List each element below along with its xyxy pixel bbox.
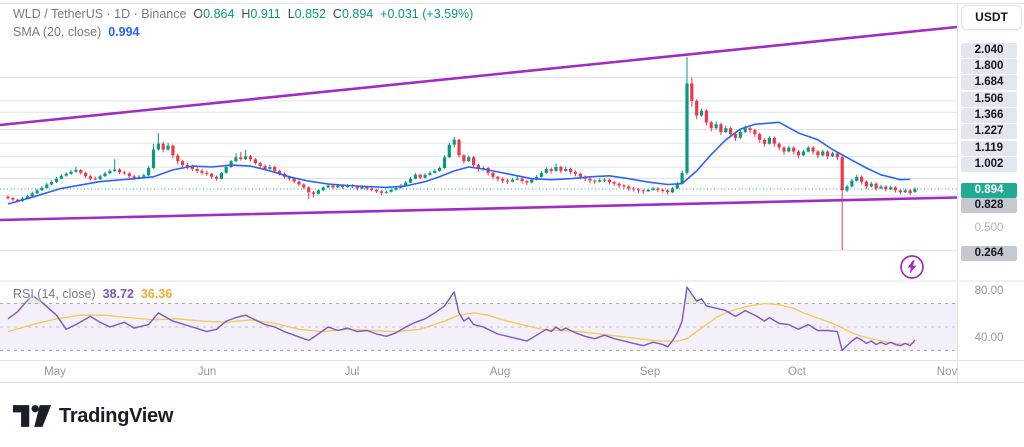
tradingview-attribution[interactable]: TradingView — [12, 399, 173, 433]
lightning-icon — [900, 255, 924, 279]
change-value: +0.031 (+3.59%) — [380, 7, 474, 21]
symbol-title: WLD / TetherUS · 1D · Binance — [13, 7, 187, 21]
open-label: O — [193, 7, 204, 21]
trendline-lower[interactable] — [0, 196, 958, 222]
chart-plot-area[interactable] — [0, 0, 1024, 383]
candlestick-series — [6, 57, 917, 251]
low-value: 0.852 — [294, 7, 326, 21]
sma-label: SMA (20, close) — [13, 25, 102, 39]
time-axis-label-jun: Jun — [197, 366, 217, 378]
price-axis-label: 1.506 — [961, 91, 1017, 107]
rsi-value: 38.72 — [102, 287, 134, 301]
sma-legend[interactable]: SMA (20, close) 0.994 — [13, 25, 139, 39]
close-value: 0.894 — [341, 7, 374, 21]
time-axis-label-may: May — [44, 366, 66, 378]
price-axis-label: 1.684 — [961, 75, 1017, 90]
sma-value: 0.994 — [108, 25, 140, 39]
rsi-line — [7, 286, 916, 352]
price-axis-label: 0.264 — [961, 245, 1017, 261]
open-value: 0.864 — [203, 7, 235, 21]
currency-toggle-button[interactable]: USDT — [961, 5, 1022, 30]
rsi-label: RSI (14, close) — [13, 287, 96, 301]
high-label: H — [241, 7, 251, 21]
price-axis-label: 1.800 — [961, 59, 1017, 74]
price-axis-label: 1.227 — [961, 124, 1017, 139]
price-axis-label: 1.366 — [961, 107, 1017, 123]
price-axis-label: 0.500 — [974, 221, 1004, 234]
rsi-legend[interactable]: RSI (14, close) 38.72 36.36 — [13, 287, 172, 301]
rsi-axis-label: 40.00 — [974, 332, 1004, 345]
rsi-ma-line — [7, 302, 915, 345]
tradingview-brand-text: TradingView — [59, 404, 174, 427]
high-value: 0.911 — [250, 7, 281, 21]
time-axis-label-sep: Sep — [639, 366, 661, 378]
trendline-upper[interactable] — [0, 25, 958, 127]
symbol-legend[interactable]: WLD / TetherUS · 1D · Binance O0.864 H0.… — [13, 7, 473, 21]
price-axis-label: 1.119 — [961, 140, 1017, 156]
low-label: L — [287, 7, 295, 21]
current-price-axis-label: 0.894 — [961, 182, 1017, 198]
price-axis-label: 2.040 — [961, 42, 1017, 58]
sma-line — [7, 121, 911, 205]
rsi-overbought-fill — [8, 287, 915, 304]
rsi-ma-value: 36.36 — [140, 287, 173, 301]
time-axis-label-jul: Jul — [344, 366, 360, 378]
price-axis-label: 0.828 — [961, 198, 1017, 213]
time-axis-label-aug: Aug — [489, 366, 511, 378]
instant-trading-button[interactable] — [899, 254, 925, 280]
price-axis-label: 1.002 — [961, 157, 1017, 172]
close-label: C — [332, 7, 342, 21]
time-axis-label-oct: Oct — [788, 366, 806, 378]
rsi-axis-label: 80.00 — [974, 285, 1004, 298]
time-axis-label-nov: Nov — [936, 366, 958, 378]
price-level-lines — [0, 77, 957, 251]
tradingview-logo-icon — [12, 405, 52, 427]
